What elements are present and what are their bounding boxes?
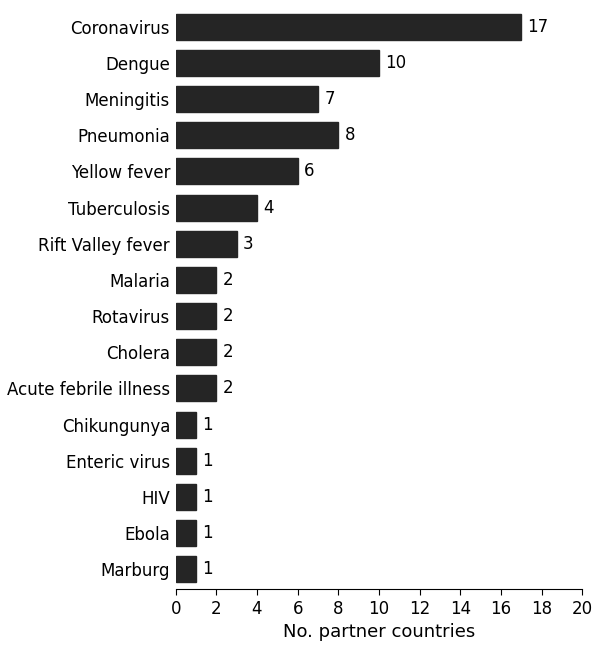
Text: 1: 1	[202, 524, 212, 542]
Bar	[176, 340, 217, 365]
Bar	[176, 159, 298, 185]
Bar	[176, 448, 196, 474]
Bar	[176, 303, 217, 329]
Bar	[176, 50, 379, 76]
X-axis label: No. partner countries: No. partner countries	[283, 623, 475, 641]
Bar	[176, 556, 196, 582]
Bar	[176, 14, 521, 40]
Text: 1: 1	[202, 415, 212, 434]
Text: 1: 1	[202, 561, 212, 578]
Text: 1: 1	[202, 488, 212, 506]
Text: 4: 4	[263, 199, 274, 216]
Text: 2: 2	[223, 380, 233, 397]
Bar	[176, 231, 236, 257]
Text: 3: 3	[243, 235, 253, 253]
Text: 2: 2	[223, 271, 233, 289]
Bar	[176, 375, 217, 401]
Text: 17: 17	[527, 18, 548, 36]
Text: 2: 2	[223, 307, 233, 325]
Text: 1: 1	[202, 452, 212, 470]
Text: 10: 10	[385, 54, 406, 72]
Text: 7: 7	[324, 90, 335, 108]
Bar	[176, 194, 257, 220]
Bar	[176, 122, 338, 148]
Bar	[176, 520, 196, 546]
Text: 2: 2	[223, 343, 233, 361]
Text: 6: 6	[304, 163, 314, 180]
Bar	[176, 411, 196, 437]
Bar	[176, 267, 217, 293]
Bar	[176, 86, 318, 112]
Bar	[176, 484, 196, 510]
Text: 8: 8	[344, 126, 355, 145]
